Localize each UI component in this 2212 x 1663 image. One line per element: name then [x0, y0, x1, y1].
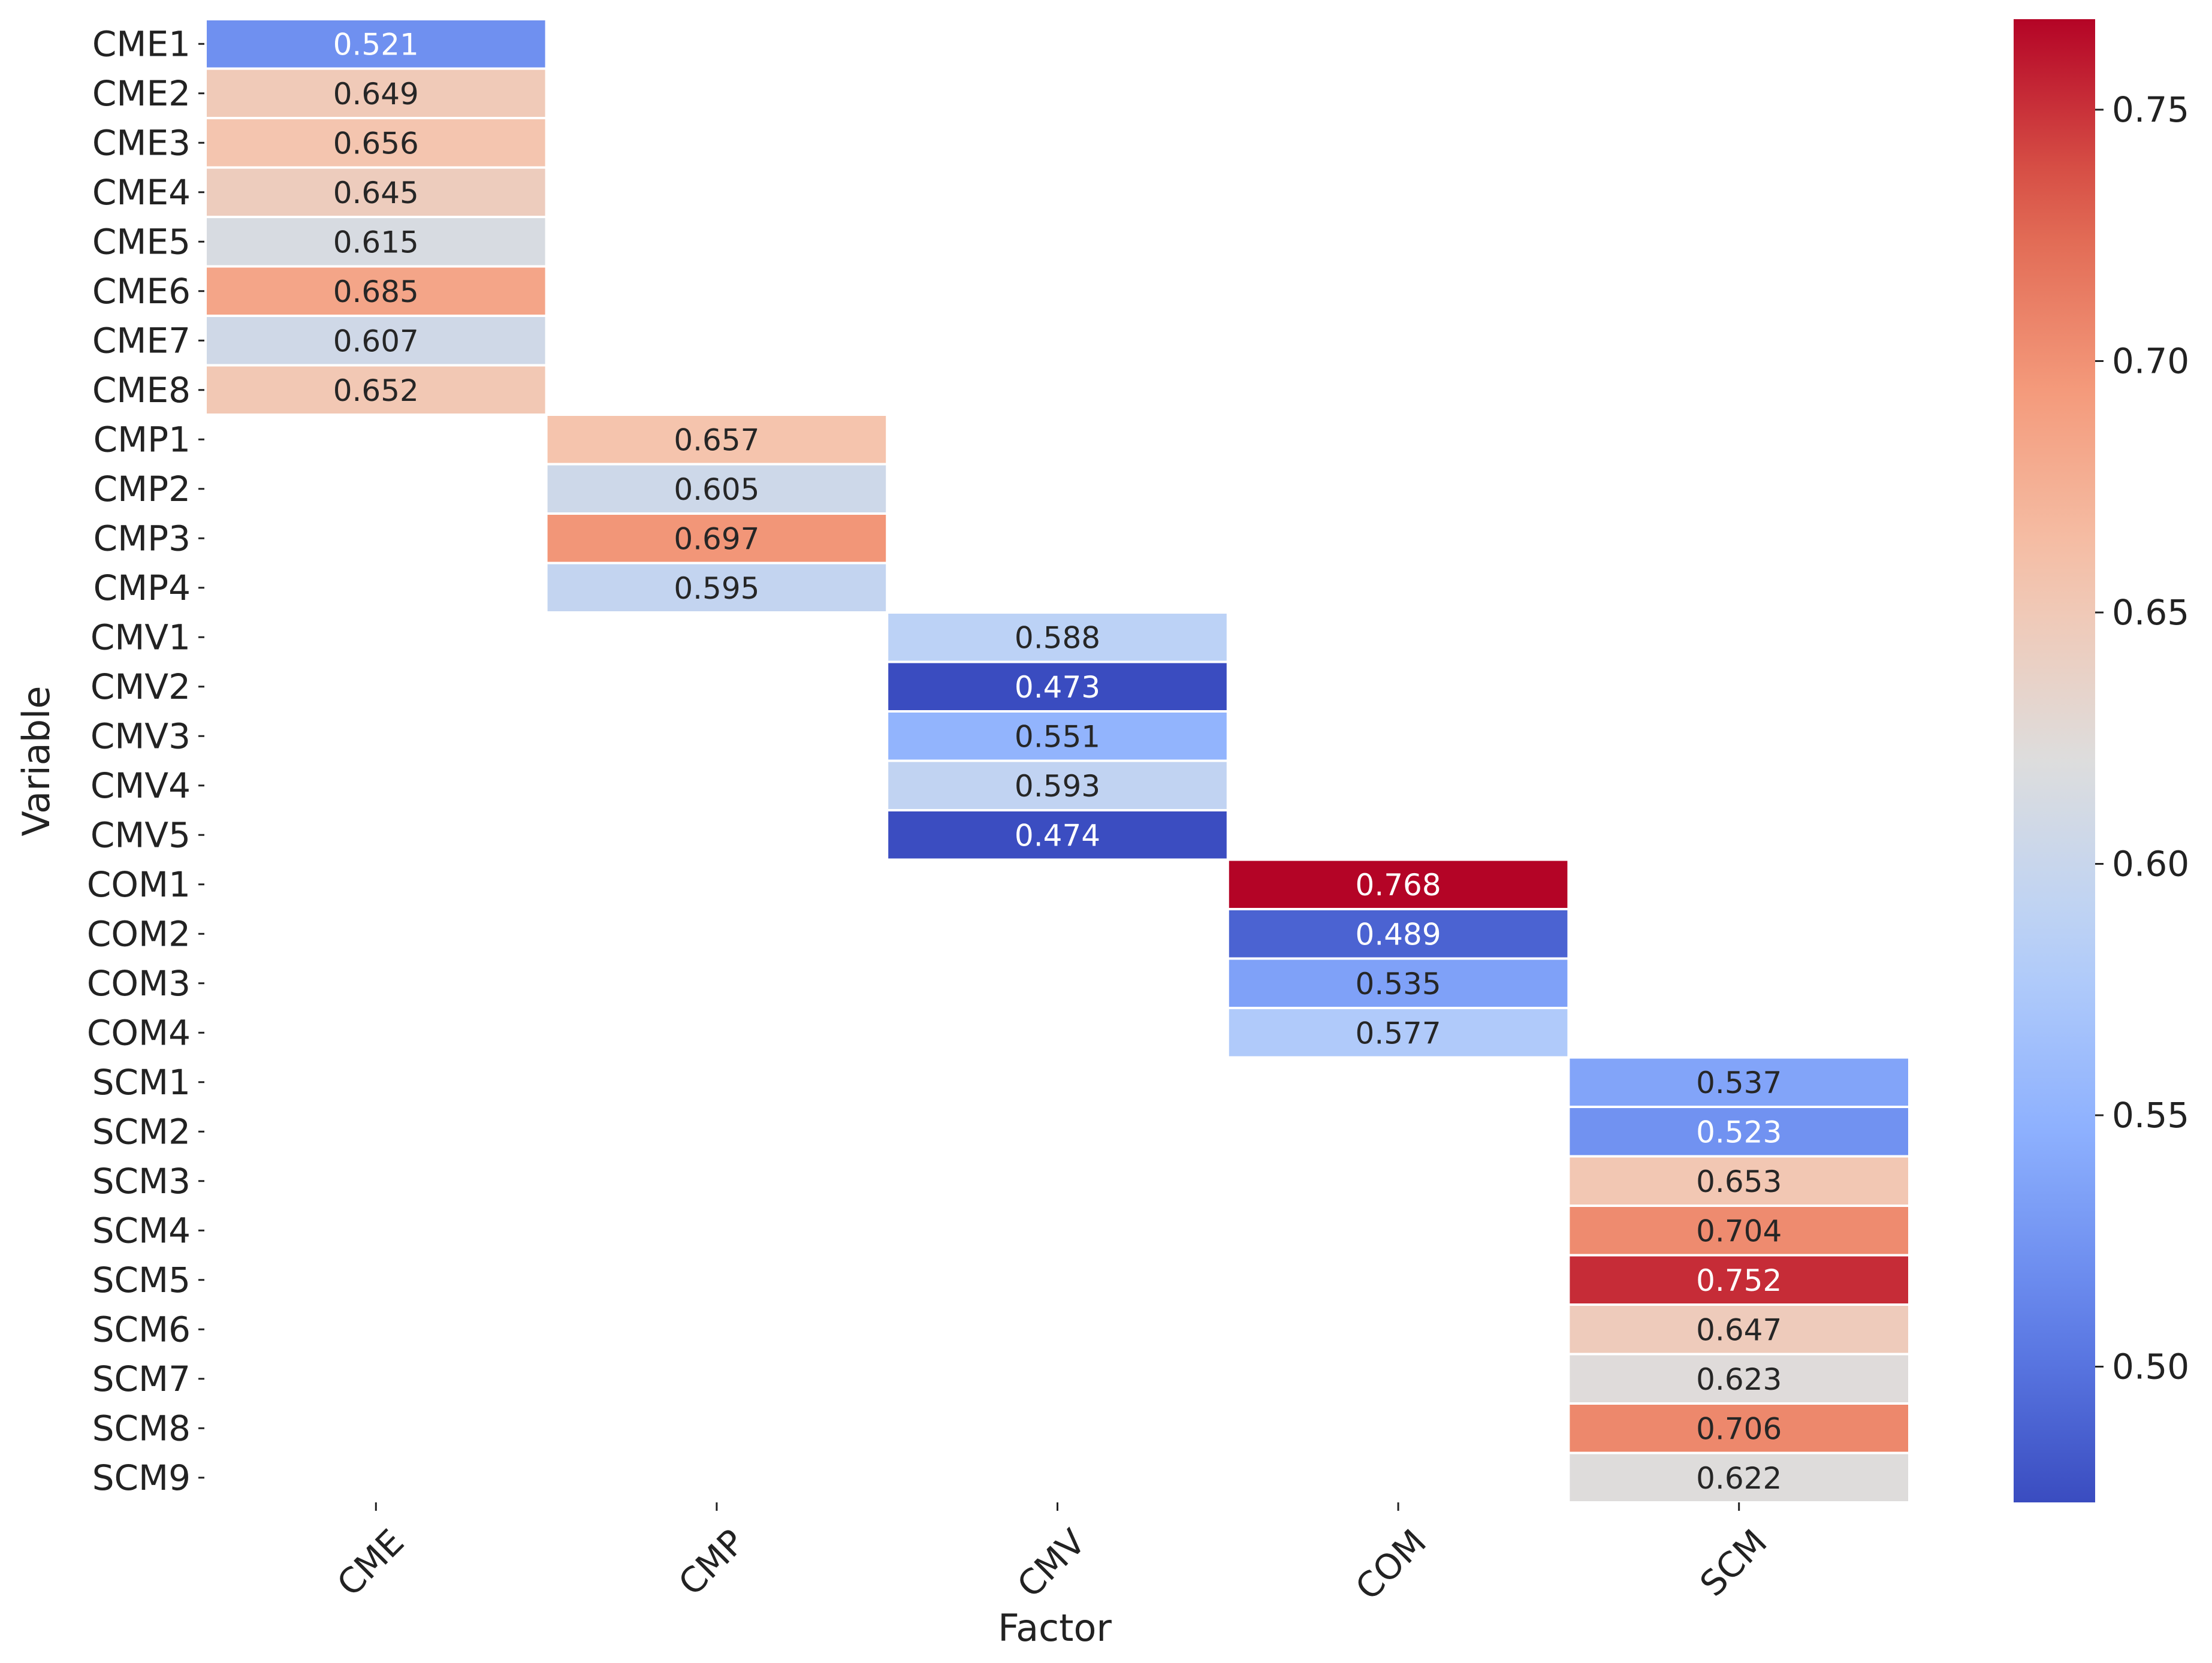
y-tick-label: SCM9: [92, 1457, 191, 1498]
y-axis-ticks: CME1 CME2 CME3 CME4 CME5 CME6 CME7 CME8 CMP1 CMP2…: [87, 23, 204, 1498]
cell-value-label: 0.752: [1696, 1263, 1782, 1298]
y-axis-label: Variable: [14, 686, 58, 836]
cell-value-label: 0.489: [1356, 917, 1441, 952]
colorbar-tick-label: 0.50: [2112, 1346, 2189, 1387]
cell-value-label: 0.653: [1696, 1164, 1782, 1199]
cell-value-label: 0.652: [333, 373, 419, 408]
y-tick-label: COM1: [87, 864, 191, 905]
cell-value-label: 0.768: [1356, 868, 1441, 903]
heatmap-cell-cme1: [204, 18, 548, 70]
y-tick-label: CME2: [92, 73, 191, 114]
x-axis-label: Factor: [998, 1606, 1112, 1650]
y-tick-label: SCM7: [92, 1359, 191, 1399]
heatmap-cell-cmp2: [545, 463, 889, 515]
heatmap-cell-cmv4: [886, 759, 1229, 811]
heatmap-cell-com1: [1226, 858, 1570, 910]
cell-value-label: 0.605: [674, 472, 759, 507]
cell-value-label: 0.706: [1696, 1411, 1782, 1446]
cell-value-label: 0.588: [1015, 620, 1100, 655]
heatmap-cell-cme4: [204, 166, 548, 218]
heatmap-cell-cme7: [204, 315, 548, 367]
colorbar-tick-label: 0.65: [2112, 592, 2189, 633]
cell-value-label: 0.607: [333, 324, 419, 358]
y-tick-label: CMV3: [90, 716, 191, 756]
y-tick-label: COM4: [87, 1012, 191, 1053]
heatmap-cell-cmv2: [886, 660, 1229, 713]
cell-value-label: 0.685: [333, 274, 419, 309]
y-tick-label: CMV5: [90, 814, 191, 855]
y-tick-label: CMP4: [93, 568, 191, 608]
cell-value-label: 0.645: [333, 176, 419, 210]
heatmap-cell-cmv1: [886, 611, 1229, 663]
colorbar: [2014, 19, 2095, 1502]
heatmap-cell-com3: [1226, 957, 1570, 1009]
y-tick-label: CME7: [92, 320, 191, 361]
y-tick-label: CME5: [92, 221, 191, 262]
colorbar-ticks: 0.50 0.55 0.60 0.65 0.70 0.75: [2095, 89, 2189, 1387]
y-tick-label: SCM1: [92, 1062, 191, 1103]
colorbar-tick-label: 0.70: [2112, 341, 2189, 382]
cell-value-label: 0.523: [1696, 1115, 1782, 1149]
cell-value-label: 0.656: [333, 126, 419, 161]
heatmap-cell-scm9: [1567, 1451, 1911, 1504]
cell-value-label: 0.474: [1015, 818, 1100, 853]
colorbar-tick-label: 0.60: [2112, 843, 2189, 884]
heatmap-cell-com2: [1226, 908, 1570, 960]
heatmap-cell-cmv5: [886, 809, 1229, 861]
cell-value-label: 0.623: [1696, 1362, 1782, 1397]
y-tick-label: CME1: [92, 23, 191, 64]
cell-value-label: 0.593: [1015, 769, 1100, 804]
y-tick-label: CMV4: [90, 765, 191, 806]
cell-value-label: 0.551: [1015, 719, 1100, 754]
y-tick-label: CMP1: [93, 419, 191, 460]
heatmap-cell-cmp4: [545, 562, 889, 614]
y-tick-label: CMV2: [90, 666, 191, 707]
heatmap-cell-cmp1: [545, 414, 889, 466]
heatmap-cell-scm5: [1567, 1254, 1911, 1306]
y-tick-label: CMV1: [90, 617, 191, 657]
heatmap-cell-cme2: [204, 67, 548, 119]
cell-value-label: 0.535: [1356, 967, 1441, 1001]
cell-value-label: 0.622: [1696, 1461, 1782, 1496]
y-tick-label: CME6: [92, 271, 191, 312]
cell-value-label: 0.521: [333, 27, 419, 62]
heatmap-cell-scm1: [1567, 1056, 1911, 1108]
y-tick-label: SCM8: [92, 1408, 191, 1448]
heatmap-cell-scm3: [1567, 1155, 1911, 1207]
heatmap-cell-cmv3: [886, 710, 1229, 762]
cell-value-label: 0.649: [333, 77, 419, 111]
cell-value-label: 0.697: [674, 521, 759, 556]
y-tick-label: CMP2: [93, 469, 191, 509]
colorbar-tick-label: 0.55: [2112, 1095, 2189, 1136]
heatmap-cells: 0.521 0.649 0.656 0.645 0.615 0.685 0.607 0.652…: [204, 18, 1911, 1504]
cell-value-label: 0.473: [1015, 670, 1100, 705]
y-tick-label: SCM6: [92, 1309, 191, 1350]
y-tick-label: COM3: [87, 963, 191, 1004]
heatmap-cell-cme6: [204, 265, 548, 317]
y-tick-label: SCM4: [92, 1210, 191, 1251]
cell-value-label: 0.577: [1356, 1016, 1441, 1051]
colorbar-tick-label: 0.75: [2112, 89, 2189, 130]
heatmap-cell-cmp3: [545, 512, 889, 565]
heatmap-cell-cme8: [204, 364, 548, 416]
heatmap-cell-scm8: [1567, 1402, 1911, 1454]
y-tick-label: SCM2: [92, 1111, 191, 1152]
heatmap-cell-com4: [1226, 1007, 1570, 1059]
y-tick-label: SCM3: [92, 1161, 191, 1202]
cell-value-label: 0.537: [1696, 1066, 1782, 1100]
y-tick-label: COM2: [87, 913, 191, 954]
y-tick-label: CME8: [92, 370, 191, 411]
y-tick-label: CME3: [92, 122, 191, 163]
heatmap-cell-scm6: [1567, 1303, 1911, 1356]
cell-value-label: 0.657: [674, 422, 759, 457]
y-tick-label: CMP3: [93, 518, 191, 559]
cell-value-label: 0.647: [1696, 1312, 1782, 1347]
cell-value-label: 0.615: [333, 225, 419, 259]
y-tick-label: CME4: [92, 172, 191, 213]
cell-value-label: 0.595: [674, 571, 759, 606]
cell-value-label: 0.704: [1696, 1214, 1782, 1248]
y-tick-label: SCM5: [92, 1260, 191, 1300]
